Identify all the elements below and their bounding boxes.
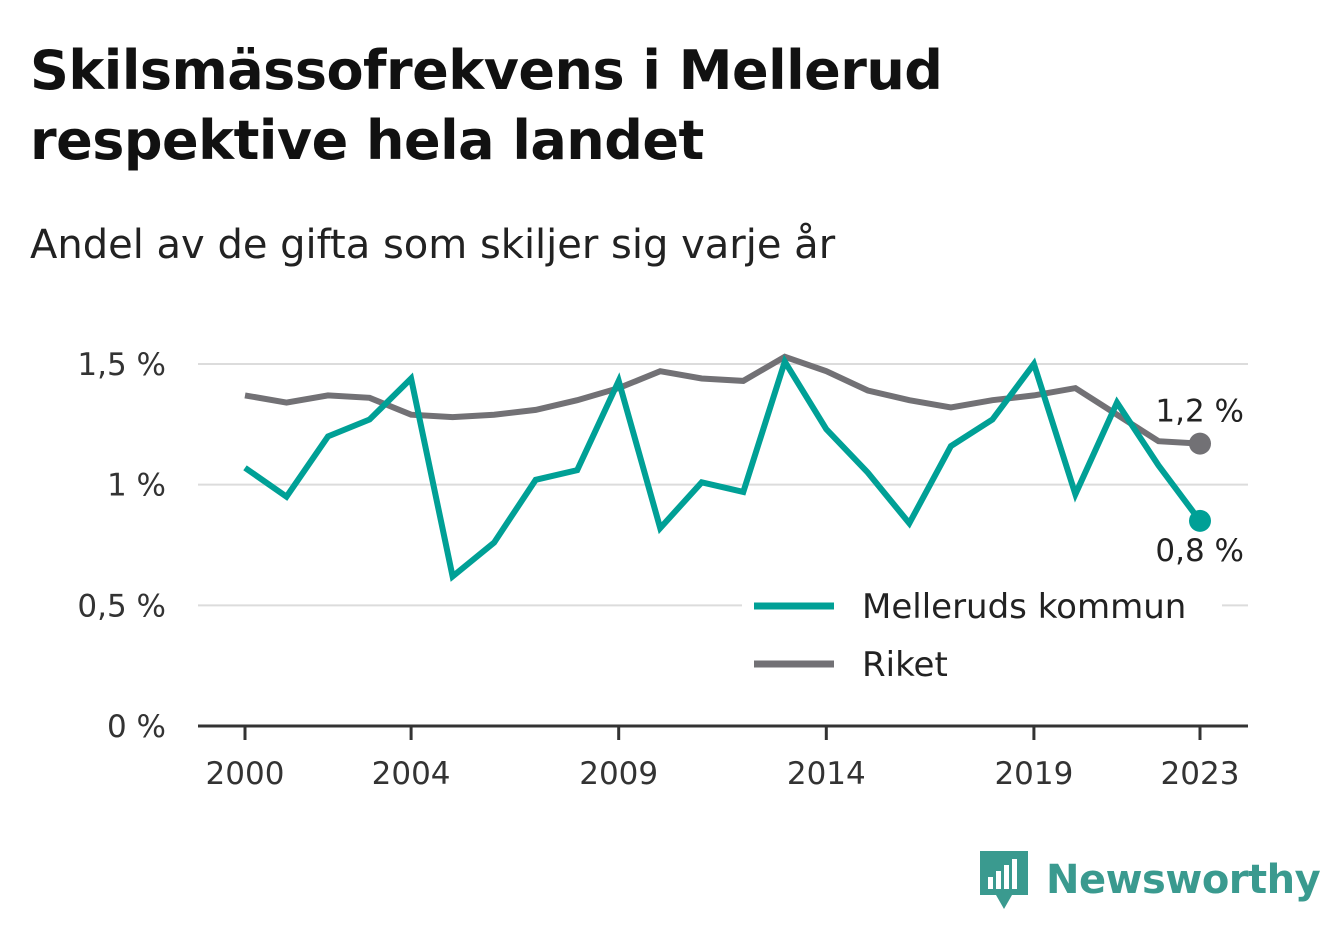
x-tick-label: 2004: [372, 756, 451, 792]
x-tick-label: 2019: [994, 756, 1073, 792]
end-marker-riket: [1189, 432, 1211, 455]
y-tick-label: 0 %: [107, 709, 166, 745]
end-marker-melleruds-kommun: [1189, 509, 1211, 532]
x-tick-label: 2023: [1161, 756, 1240, 792]
chart-subtitle: Andel av de gifta som skiljer sig varje …: [30, 222, 836, 268]
bar-chart-speech-bubble-icon: [980, 851, 1028, 909]
series-line-melleruds-kommun: [243, 354, 1203, 582]
series-lines: 1,2 % 0,8 %: [243, 353, 1244, 582]
line-chart: 0 % 0,5 % 1 % 1,5 % 2000 2004 2009 2014 2019 202…: [77, 347, 1248, 792]
end-label-melleruds-kommun: 0,8 %: [1155, 533, 1244, 569]
legend-label-riket: Riket: [862, 645, 948, 685]
legend-label-melleruds-kommun: Melleruds kommun: [862, 587, 1186, 627]
x-tick-label: 2014: [787, 756, 866, 792]
end-label-riket: 1,2 %: [1155, 394, 1244, 430]
x-tick-label: 2009: [579, 756, 658, 792]
x-tick-label: 2000: [206, 756, 285, 792]
y-tick-label: 1,5 %: [77, 347, 166, 383]
x-axis: 2000 2004 2009 2014 2019 2023: [198, 724, 1248, 792]
legend: Melleruds kommun Riket: [742, 582, 1222, 688]
chart-title: Skilsmässofrekvens i Mellerud respektive…: [30, 39, 943, 172]
y-tick-label: 0,5 %: [77, 588, 166, 624]
y-tick-label: 1 %: [107, 468, 166, 504]
brand-name: Newsworthy: [1046, 857, 1321, 903]
newsworthy-logo: Newsworthy: [980, 850, 1321, 910]
